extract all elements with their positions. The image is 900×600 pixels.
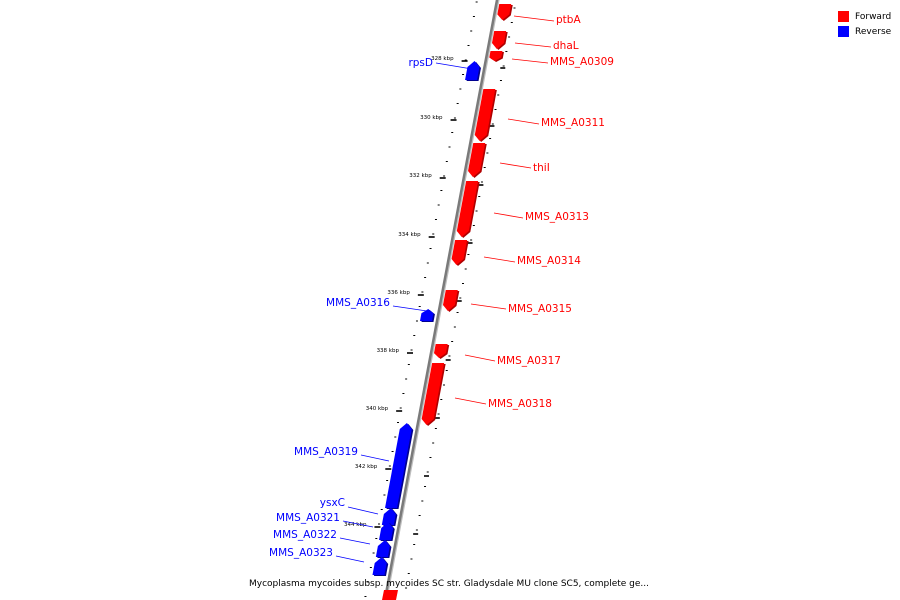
gene-mms-a0323-label: MMS_A0323 — [269, 547, 333, 559]
ruler-label: 332 kbp — [409, 173, 432, 179]
gene-mms-a0316-leader — [392, 305, 428, 312]
gene-ysxc-arrow — [381, 508, 396, 525]
gene-mms-a0315-leader — [470, 303, 507, 310]
gene-mms-a0314-label: MMS_A0314 — [517, 255, 581, 267]
legend-item-reverse: Reverse — [838, 24, 891, 39]
gene-mms-a0309-label: MMS_A0309 — [550, 56, 614, 68]
gene-mms-a0321-label: MMS_A0321 — [276, 512, 340, 524]
gene-rpsd-label: rpsD — [408, 57, 433, 69]
gene-mms-a0319-arrow — [385, 423, 412, 508]
gene-dhal-arrow — [491, 31, 507, 49]
ruler-label: 330 kbp — [420, 115, 443, 121]
gene-mms-a0321-leader — [342, 520, 374, 528]
gene-ysxc-leader — [347, 506, 379, 515]
forward-swatch — [838, 11, 849, 22]
backbone-line — [383, 0, 499, 600]
gene-mms-a0323-arrow — [372, 557, 387, 575]
gene-mms-a0316-arrow — [419, 309, 434, 321]
ruler-label: 344 kbp — [344, 522, 367, 528]
gene-mms-a0319-label: MMS_A0319 — [294, 446, 358, 458]
gene-mms-a0313-label: MMS_A0313 — [525, 211, 589, 223]
gene-dhal-leader — [514, 42, 552, 48]
gene-thii-leader — [499, 162, 532, 169]
backbone-shadow — [385, 0, 500, 600]
reverse-swatch — [838, 26, 849, 37]
gene-mms-a0314-arrow — [451, 240, 468, 265]
ruler-label: 338 kbp — [377, 348, 400, 354]
gene-mms-a0318-arrow — [421, 363, 445, 425]
gene-thii-label: thiI — [533, 162, 550, 174]
gene-mms-a0322-leader — [339, 537, 371, 545]
sequence-caption: Mycoplasma mycoides subsp. mycoides SC s… — [249, 579, 649, 589]
gene-mms-a0319-leader — [360, 454, 390, 462]
gene-mms-a0323-leader — [335, 555, 365, 563]
gene-mms-a0317-arrow — [433, 344, 448, 358]
gene-ptba-arrow — [497, 4, 512, 20]
gene-mms-a0317-label: MMS_A0317 — [497, 355, 561, 367]
gene-mms-a0311-leader — [507, 118, 540, 125]
gene-dhal-label: dhaL — [553, 40, 579, 52]
gene-mms-a0316-label: MMS_A0316 — [326, 297, 390, 309]
gene-mms-a0314-leader — [483, 256, 516, 263]
legend-forward-label: Forward — [855, 11, 892, 22]
gene-mms-a0318-label: MMS_A0318 — [488, 398, 552, 410]
ruler-label: 336 kbp — [387, 290, 410, 296]
gene-mms-a0318-leader — [454, 397, 487, 405]
gene-mms-a0313-leader — [493, 212, 524, 219]
gene-mms-a0322-arrow — [375, 540, 390, 557]
ruler-label: 334 kbp — [398, 232, 421, 238]
gene-mms-a0315-label: MMS_A0315 — [508, 303, 572, 315]
gene-partial-arrow — [382, 590, 398, 600]
ruler-label: 342 kbp — [355, 464, 378, 470]
gene-rpsd-arrow — [465, 61, 480, 80]
gene-mms-a0309-arrow — [489, 51, 503, 61]
ruler-label: 340 kbp — [366, 406, 389, 412]
gene-ptba-label: ptbA — [556, 14, 581, 26]
gene-ysxc-label: ysxC — [320, 497, 345, 509]
legend-reverse-label: Reverse — [855, 26, 892, 37]
gene-rpsd-leader — [435, 62, 473, 70]
gene-mms-a0311-label: MMS_A0311 — [541, 117, 605, 129]
gene-mms-a0309-leader — [511, 58, 549, 64]
gene-mms-a0315-arrow — [442, 290, 458, 311]
gene-mms-a0321-arrow — [379, 522, 394, 540]
gene-mms-a0322-label: MMS_A0322 — [273, 529, 337, 541]
gene-mms-a0313-arrow — [456, 181, 479, 237]
gene-ptba-leader — [513, 15, 555, 22]
gene-thii-arrow — [468, 143, 486, 177]
ruler-label: 328 kbp — [431, 56, 454, 62]
legend: Forward Reverse — [838, 9, 891, 39]
gene-mms-a0311-arrow — [474, 89, 496, 141]
legend-item-forward: Forward — [838, 9, 891, 24]
gene-mms-a0317-leader — [464, 354, 496, 362]
